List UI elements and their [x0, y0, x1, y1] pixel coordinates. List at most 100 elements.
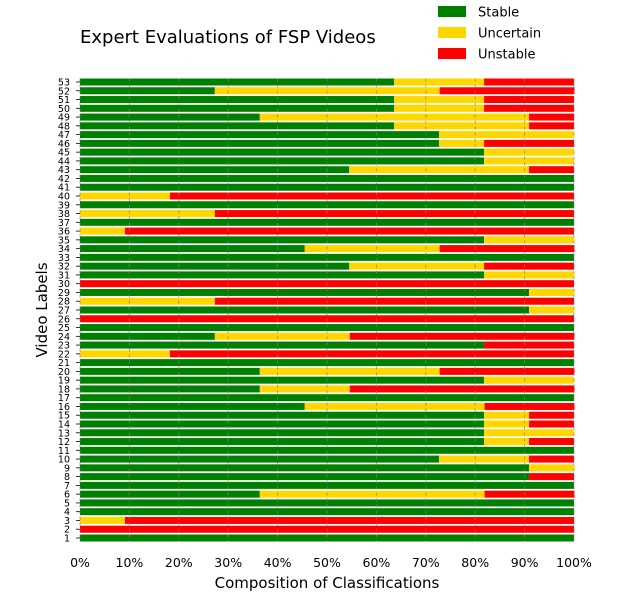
bar-uncertain-24	[214, 332, 350, 340]
y-tick-label: 17	[58, 393, 70, 404]
bar-uncertain-44	[484, 157, 574, 165]
x-tick-label: 10%	[116, 555, 144, 570]
x-tick-label: 60%	[363, 555, 391, 570]
bar-unstable-23	[484, 341, 574, 349]
y-tick-label: 45	[58, 148, 70, 159]
y-tick-label: 37	[58, 218, 70, 229]
bar-stable-9	[80, 464, 530, 472]
bar-unstable-52	[439, 87, 575, 95]
bar-uncertain-16	[304, 402, 485, 410]
y-tick-label: 35	[58, 235, 70, 246]
y-tick-label: 2	[64, 525, 70, 536]
bar-uncertain-34	[304, 245, 440, 253]
y-tick-label: 25	[58, 323, 70, 334]
bar-uncertain-14	[484, 420, 530, 428]
y-tick-label: 32	[58, 262, 70, 273]
bar-stable-43	[80, 166, 350, 174]
bar-unstable-10	[529, 455, 574, 463]
x-tick-label: 40%	[264, 555, 292, 570]
bar-uncertain-50	[394, 104, 485, 112]
bar-stable-7	[80, 481, 574, 489]
y-tick-label: 34	[58, 244, 70, 255]
y-tick-label: 1	[64, 534, 70, 545]
bar-unstable-36	[124, 227, 574, 235]
bar-unstable-50	[484, 104, 574, 112]
bar-stable-49	[80, 113, 260, 121]
grid-layer	[79, 78, 575, 542]
bar-uncertain-20	[259, 367, 440, 375]
bar-uncertain-43	[349, 166, 530, 174]
y-tick-label: 52	[58, 86, 70, 97]
x-axis-label: Composition of Classifications	[215, 574, 440, 592]
bar-uncertain-9	[529, 464, 574, 472]
bar-unstable-8	[529, 473, 574, 481]
y-tick-label: 15	[58, 411, 70, 422]
bar-uncertain-46	[439, 139, 485, 147]
y-tick-label: 7	[64, 481, 70, 492]
y-tick-label: 27	[58, 306, 70, 317]
y-tick-label: 43	[58, 165, 70, 176]
y-tick-label: 20	[58, 367, 70, 378]
x-tick-label: 0%	[70, 555, 90, 570]
bar-uncertain-15	[484, 411, 530, 419]
bar-unstable-48	[529, 122, 574, 130]
bar-unstable-34	[439, 245, 575, 253]
bar-stable-8	[80, 473, 530, 481]
bar-unstable-28	[214, 297, 574, 305]
bar-stable-47	[80, 131, 440, 139]
y-tick-label: 13	[58, 428, 70, 439]
y-tick-label: 41	[58, 183, 70, 194]
bar-stable-13	[80, 429, 485, 437]
bar-unstable-46	[484, 139, 574, 147]
bar-stable-29	[80, 288, 530, 296]
bars-layer	[80, 78, 575, 542]
bar-unstable-40	[169, 192, 574, 200]
y-tick-label: 53	[58, 78, 70, 89]
bar-stable-19	[80, 376, 485, 384]
bar-unstable-32	[484, 262, 574, 270]
bar-stable-48	[80, 122, 395, 130]
y-tick-label: 6	[64, 490, 70, 501]
bar-stable-44	[80, 157, 485, 165]
y-tick-label: 11	[58, 446, 70, 457]
bar-uncertain-19	[484, 376, 574, 384]
bar-stable-33	[80, 253, 574, 261]
x-tick-label: 90%	[511, 555, 539, 570]
legend-label-stable: Stable	[478, 6, 519, 21]
bar-uncertain-45	[484, 148, 574, 156]
y-tick-label: 33	[58, 253, 70, 264]
y-tick-label: 8	[64, 472, 70, 483]
bar-unstable-16	[484, 402, 575, 410]
bar-uncertain-10	[439, 455, 530, 463]
y-tick-label: 40	[58, 192, 70, 203]
y-tick-labels: 1234567891011121314151617181920212223242…	[58, 78, 80, 545]
y-tick-label: 22	[58, 349, 70, 360]
y-tick-label: 44	[58, 156, 70, 167]
y-tick-label: 26	[58, 314, 70, 325]
bar-stable-20	[80, 367, 260, 375]
bar-unstable-49	[529, 113, 574, 121]
y-tick-label: 9	[64, 463, 70, 474]
bar-unstable-20	[439, 367, 575, 375]
bar-stable-16	[80, 402, 305, 410]
bar-uncertain-49	[259, 113, 530, 121]
bar-stable-12	[80, 438, 485, 446]
y-tick-label: 28	[58, 297, 70, 308]
bar-stable-51	[80, 96, 395, 104]
bar-uncertain-47	[439, 131, 574, 139]
bar-unstable-14	[529, 420, 574, 428]
bar-uncertain-22	[80, 350, 170, 358]
bar-stable-34	[80, 245, 305, 253]
x-tick-label: 100%	[556, 555, 592, 570]
y-tick-label: 23	[58, 341, 70, 352]
bar-uncertain-3	[80, 516, 125, 524]
bar-unstable-12	[529, 438, 574, 446]
bar-uncertain-31	[484, 271, 574, 279]
y-tick-label: 46	[58, 139, 70, 150]
bar-stable-23	[80, 341, 485, 349]
bar-stable-46	[80, 139, 440, 147]
bar-stable-52	[80, 87, 215, 95]
y-tick-label: 47	[58, 130, 70, 141]
y-tick-label: 24	[58, 332, 70, 343]
chart-title: Expert Evaluations of FSP Videos	[80, 27, 376, 48]
